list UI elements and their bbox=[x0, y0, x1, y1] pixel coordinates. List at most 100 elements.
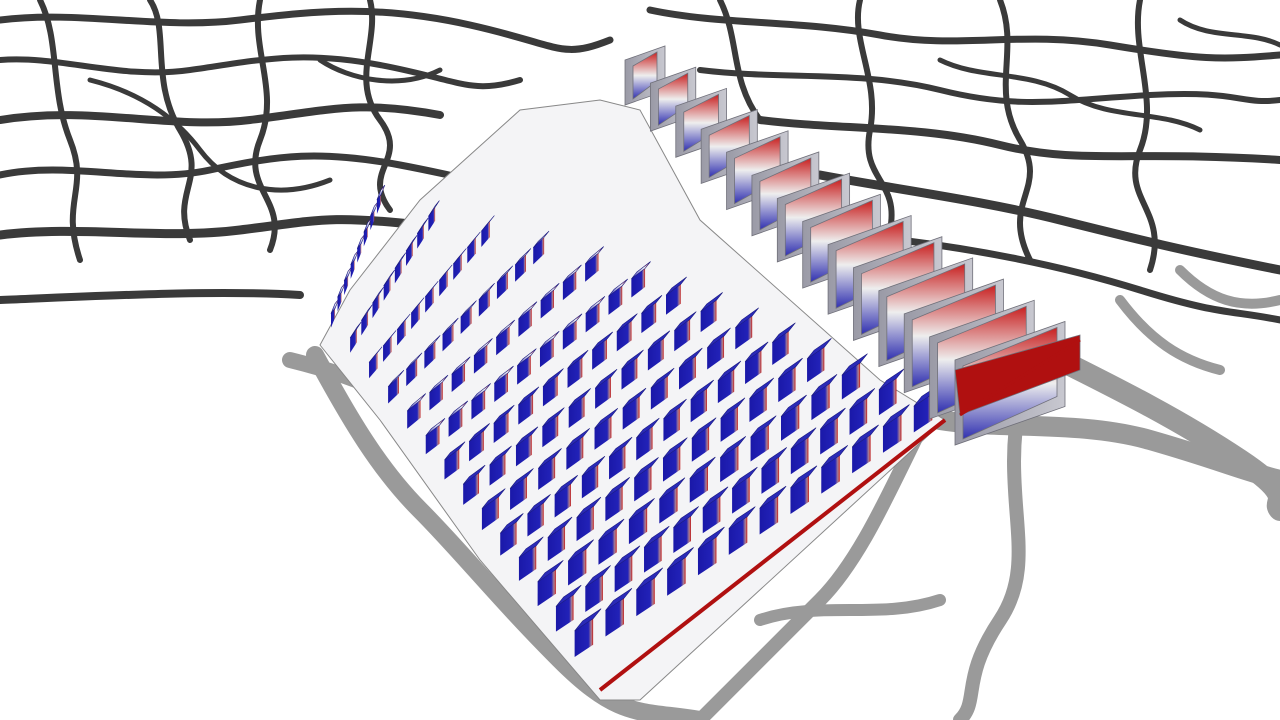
building bbox=[689, 456, 716, 479]
building bbox=[567, 357, 583, 389]
building bbox=[605, 598, 624, 637]
building bbox=[554, 475, 578, 496]
building bbox=[467, 237, 476, 264]
building bbox=[719, 436, 747, 459]
building bbox=[608, 436, 633, 458]
building bbox=[537, 448, 562, 469]
building bbox=[851, 424, 879, 448]
building bbox=[665, 276, 687, 296]
building bbox=[700, 300, 717, 333]
building bbox=[383, 336, 392, 362]
building bbox=[537, 569, 556, 607]
building bbox=[383, 275, 391, 301]
building bbox=[780, 404, 800, 441]
building bbox=[429, 381, 443, 411]
building bbox=[584, 246, 604, 265]
building bbox=[518, 545, 537, 581]
building bbox=[821, 455, 840, 494]
building bbox=[585, 296, 606, 314]
building bbox=[518, 394, 534, 425]
building bbox=[631, 268, 646, 298]
building bbox=[463, 472, 480, 505]
building bbox=[663, 407, 680, 442]
building bbox=[453, 254, 462, 280]
building bbox=[568, 548, 587, 586]
building bbox=[562, 271, 577, 301]
building bbox=[750, 415, 777, 438]
building bbox=[749, 386, 767, 422]
building bbox=[406, 393, 426, 412]
building bbox=[494, 365, 514, 384]
building bbox=[650, 376, 668, 410]
building bbox=[489, 453, 506, 486]
building bbox=[518, 301, 538, 320]
building bbox=[643, 525, 670, 548]
building bbox=[621, 357, 638, 390]
building bbox=[778, 366, 796, 403]
building bbox=[527, 502, 544, 537]
building bbox=[539, 338, 554, 368]
building bbox=[481, 488, 506, 509]
building bbox=[396, 313, 411, 330]
building bbox=[678, 356, 696, 390]
building bbox=[594, 368, 618, 389]
building bbox=[532, 230, 550, 248]
building bbox=[644, 535, 662, 573]
building bbox=[539, 330, 560, 349]
building bbox=[451, 363, 466, 393]
building bbox=[728, 516, 748, 555]
building bbox=[372, 292, 380, 319]
building bbox=[594, 408, 619, 429]
building bbox=[819, 407, 846, 430]
building bbox=[478, 289, 490, 317]
building-block bbox=[330, 184, 941, 657]
building bbox=[496, 326, 510, 356]
building bbox=[605, 486, 623, 522]
building bbox=[496, 271, 508, 300]
building bbox=[542, 368, 564, 388]
building bbox=[547, 516, 573, 539]
road-network bbox=[282, 265, 1280, 720]
building bbox=[807, 347, 825, 383]
building bbox=[659, 477, 686, 500]
building bbox=[574, 618, 594, 657]
building bbox=[481, 496, 499, 531]
building bbox=[576, 496, 602, 519]
building bbox=[691, 426, 710, 462]
building bbox=[509, 468, 534, 489]
building bbox=[442, 317, 459, 335]
building bbox=[663, 398, 687, 420]
building bbox=[562, 320, 577, 350]
building bbox=[690, 379, 714, 401]
building bbox=[706, 327, 731, 349]
building bbox=[372, 287, 384, 304]
building bbox=[595, 376, 611, 409]
building bbox=[633, 457, 659, 479]
building bbox=[444, 441, 466, 461]
building bbox=[720, 406, 738, 442]
building bbox=[410, 297, 425, 314]
building bbox=[540, 289, 554, 319]
building bbox=[417, 223, 424, 249]
building bbox=[416, 217, 429, 234]
building bbox=[697, 526, 725, 550]
building bbox=[349, 321, 362, 339]
building bbox=[849, 388, 876, 411]
building bbox=[361, 304, 373, 321]
building bbox=[841, 353, 868, 376]
building bbox=[882, 414, 902, 453]
building bbox=[361, 310, 369, 336]
building bbox=[481, 215, 495, 232]
building bbox=[405, 235, 418, 252]
building bbox=[500, 521, 517, 556]
building bbox=[394, 258, 402, 284]
building bbox=[622, 387, 647, 409]
building bbox=[631, 261, 651, 280]
building bbox=[608, 285, 623, 315]
building bbox=[598, 518, 625, 541]
building bbox=[496, 265, 513, 283]
building bbox=[383, 269, 395, 286]
building bbox=[460, 300, 477, 318]
building bbox=[750, 424, 769, 462]
